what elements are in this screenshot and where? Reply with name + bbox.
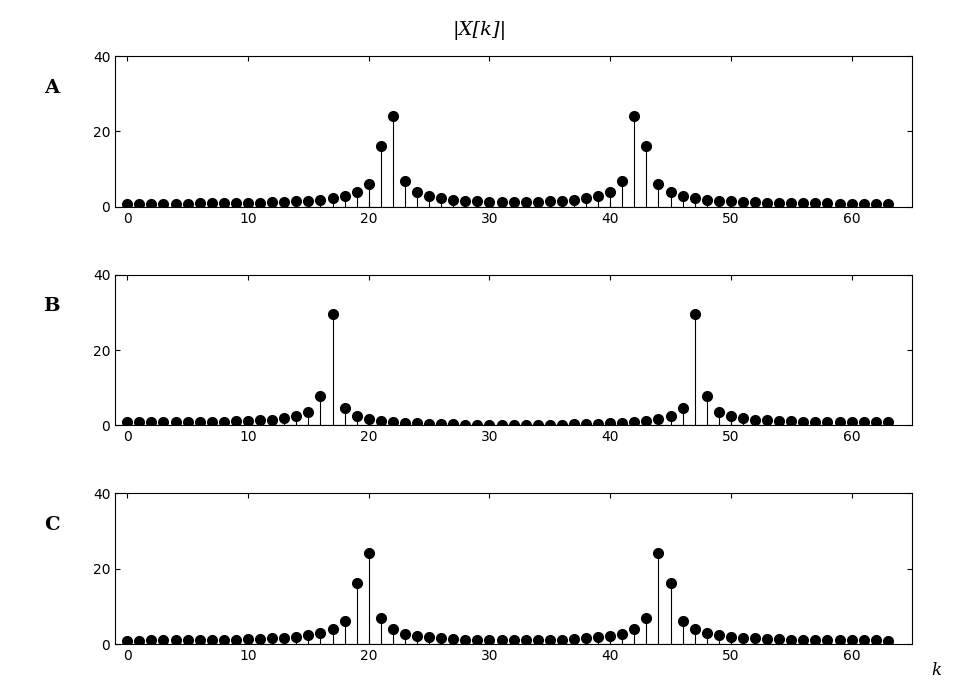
Text: A: A xyxy=(44,78,59,97)
Text: B: B xyxy=(43,298,60,315)
X-axis label: k: k xyxy=(931,662,941,679)
Text: C: C xyxy=(43,516,60,534)
Text: |X[k]|: |X[k]| xyxy=(453,21,507,40)
